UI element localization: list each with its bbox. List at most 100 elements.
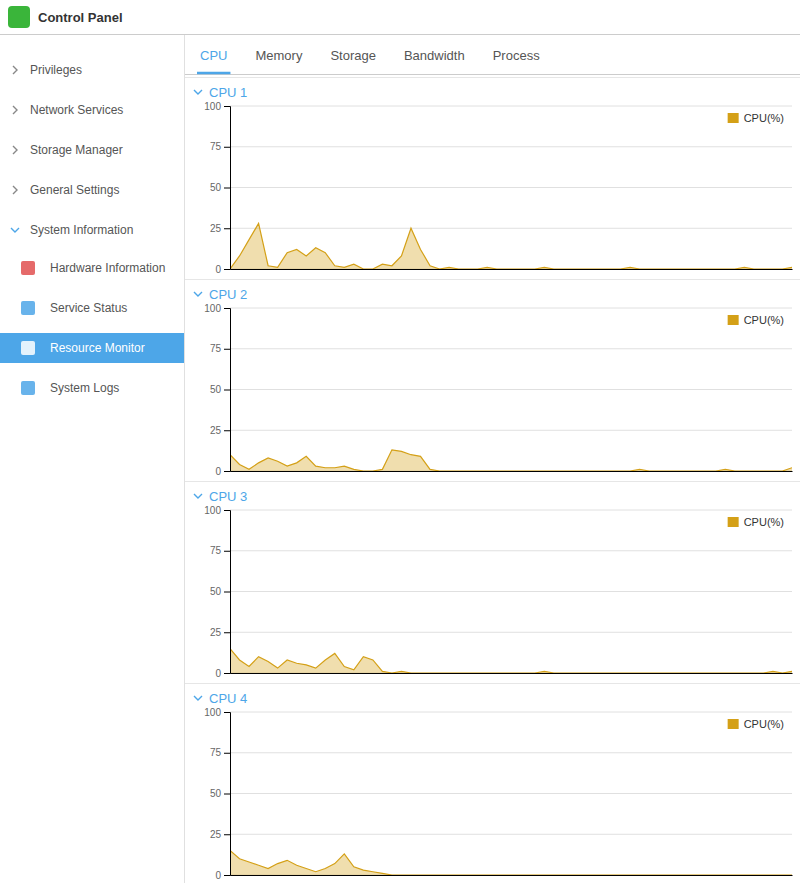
area	[230, 649, 792, 673]
menu-label[interactable]: System Information	[30, 223, 133, 237]
section-separator	[185, 683, 800, 684]
tick-label: 50	[210, 182, 222, 193]
legend-swatch	[728, 517, 739, 527]
page: Control Panel Privileges Network Services S…	[0, 0, 800, 883]
chart-section: CPU 40255075100CPU(%)	[185, 684, 800, 881]
tick-mark	[224, 106, 230, 107]
marks	[230, 450, 792, 471]
tick-mark	[224, 834, 230, 835]
x-axis	[231, 875, 793, 876]
tick-mark	[224, 349, 230, 350]
line	[230, 450, 792, 471]
grid	[230, 712, 792, 875]
tick: 25	[210, 627, 230, 638]
y-axis: 0255075100	[204, 707, 230, 881]
tick: 50	[210, 586, 230, 597]
plot: 0255075100CPU(%)	[204, 505, 792, 679]
tick-mark	[224, 188, 230, 189]
tick-label: 75	[210, 343, 222, 354]
menu-label[interactable]: Storage Manager	[30, 143, 123, 157]
tick: 0	[215, 668, 230, 679]
menu-item[interactable]: Privileges	[13, 63, 82, 77]
tick-label: 75	[210, 747, 222, 758]
tick-label: 75	[210, 545, 222, 556]
tab[interactable]: Memory	[255, 48, 302, 63]
line	[230, 851, 792, 875]
legend-label: CPU(%)	[744, 314, 784, 326]
plot: 0255075100CPU(%)	[204, 707, 792, 881]
submenu-label[interactable]: System Logs	[50, 381, 119, 395]
menu-label[interactable]: Privileges	[30, 63, 82, 77]
tick-mark	[224, 592, 230, 593]
menu-item[interactable]: System Information	[11, 223, 133, 237]
tick-label: 50	[210, 586, 222, 597]
tick-mark	[224, 510, 230, 511]
menu-label[interactable]: Network Services	[30, 103, 123, 117]
section-separator	[185, 77, 800, 78]
grid	[230, 308, 792, 471]
menu-label[interactable]: General Settings	[30, 183, 119, 197]
grid-line	[230, 752, 792, 753]
area	[230, 450, 792, 471]
grid-line	[230, 550, 792, 551]
submenu-icon	[21, 301, 35, 315]
submenu-label[interactable]: Hardware Information	[50, 261, 165, 275]
menu-arrow	[13, 146, 17, 154]
tick-label: 25	[210, 223, 222, 234]
tick-label: 0	[215, 466, 221, 477]
legend-swatch	[728, 315, 739, 325]
tab-underline	[197, 72, 230, 75]
axis-line	[224, 713, 231, 876]
grid-line	[230, 510, 792, 511]
marks	[230, 223, 792, 269]
tick-label: 50	[210, 788, 222, 799]
line	[230, 649, 792, 673]
grid-line	[230, 632, 792, 633]
menu-item[interactable]: Storage Manager	[13, 143, 123, 157]
grid-line	[230, 187, 792, 188]
menu-item[interactable]: Network Services	[13, 103, 123, 117]
menu-arrow	[11, 228, 19, 232]
legend: CPU(%)	[728, 516, 784, 528]
submenu-item[interactable]: Hardware Information	[21, 261, 165, 275]
tick-mark	[224, 228, 230, 229]
tab[interactable]: Bandwidth	[404, 48, 465, 63]
legend-item: CPU(%)	[728, 516, 784, 528]
tick-label: 25	[210, 829, 222, 840]
menu-item[interactable]: General Settings	[13, 183, 119, 197]
menu-arrow	[13, 106, 17, 114]
y-axis: 0255075100	[204, 101, 230, 275]
tick: 50	[210, 182, 230, 193]
tab[interactable]: Storage	[330, 48, 376, 63]
tick: 25	[210, 829, 230, 840]
tick: 0	[215, 264, 230, 275]
header: Control Panel	[0, 6, 800, 35]
submenu-label[interactable]: Service Status	[50, 301, 127, 315]
tick-mark	[224, 794, 230, 795]
active-highlight	[0, 333, 184, 363]
tick-label: 50	[210, 384, 222, 395]
page-title: Control Panel	[38, 10, 123, 25]
tab[interactable]: Process	[493, 48, 540, 63]
legend-swatch	[728, 719, 739, 729]
submenu-item[interactable]: Resource Monitor	[0, 333, 184, 363]
tick: 100	[204, 101, 230, 112]
legend-item: CPU(%)	[728, 112, 784, 124]
tick-label: 0	[215, 870, 221, 881]
tick-label: 25	[210, 425, 222, 436]
axis-line	[224, 309, 231, 472]
menu-arrow	[13, 186, 17, 194]
chart-title: CPU 3	[209, 489, 247, 504]
tab[interactable]: CPU	[200, 48, 227, 63]
axis-line	[224, 511, 231, 674]
x-axis	[231, 673, 793, 674]
tick-mark	[224, 471, 230, 472]
grid	[230, 106, 792, 269]
marks	[230, 649, 792, 673]
tick: 75	[210, 747, 230, 758]
submenu-label[interactable]: Resource Monitor	[50, 341, 145, 355]
tick: 75	[210, 343, 230, 354]
submenu-item[interactable]: Service Status	[21, 301, 127, 315]
submenu-item[interactable]: System Logs	[21, 381, 119, 395]
tick: 25	[210, 425, 230, 436]
